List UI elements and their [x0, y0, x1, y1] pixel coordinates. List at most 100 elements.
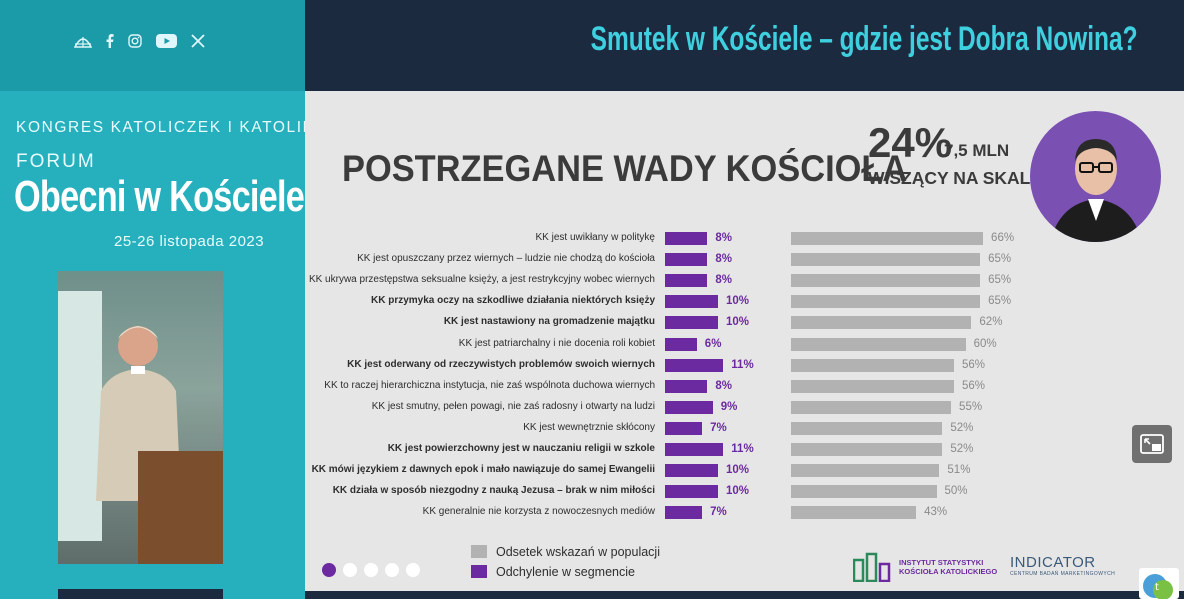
legend-swatch-segment: [471, 565, 487, 578]
chat-icon: t: [1143, 574, 1173, 599]
population-bar: [791, 232, 984, 245]
population-bar: [791, 421, 943, 435]
population-bar-label: 62%: [979, 316, 1003, 329]
population-bar: [791, 295, 981, 309]
slide-dot-2[interactable]: [343, 563, 357, 577]
segment-bar-label: 7%: [710, 421, 727, 434]
social-links: [74, 34, 205, 48]
chart-row-label: KK jest opuszczany przez wiernych – ludz…: [357, 253, 655, 265]
population-bar-label: 55%: [959, 400, 983, 413]
population-bar-label: 56%: [961, 379, 985, 392]
population-bar-label: 52%: [950, 421, 974, 434]
population-bar: [791, 485, 937, 499]
chart-row-label: KK mówi językiem z dawnych epok i mało n…: [311, 464, 655, 476]
population-bar-label: 66%: [991, 232, 1015, 244]
chart-row-label: KK to raczej hierarchiczna instytucja, n…: [324, 379, 655, 391]
population-bar: [791, 358, 954, 372]
population-bar-label: 51%: [947, 464, 971, 477]
presenter-avatar: [1030, 111, 1161, 242]
slide-title: POSTRZEGANE WADY KOŚCIOŁA: [342, 148, 908, 189]
slide-dot-3[interactable]: [364, 563, 378, 577]
slide-pagination: [322, 563, 420, 577]
presentation-slide: POSTRZEGANE WADY KOŚCIOŁA 24% 7,5 MLN WI…: [305, 91, 1184, 591]
population-bar: [791, 337, 966, 351]
event-kongres-label: KONGRES KATOLICZEK I KATOLIKÓW: [16, 119, 345, 136]
segment-bar: [665, 337, 697, 351]
scale-label: WISZĄCY NA SKALE: [868, 168, 1043, 188]
chat-widget-button[interactable]: t: [1139, 568, 1179, 599]
youtube-icon[interactable]: [156, 34, 177, 48]
event-name: Obecni w Kościele: [14, 172, 305, 221]
population-bar-label: 65%: [988, 274, 1012, 287]
segment-bar: [665, 485, 718, 499]
segment-bar-label: 11%: [731, 443, 754, 455]
headline-mln: 7,5 MLN: [944, 141, 1010, 160]
segment-bar-label: 10%: [726, 485, 750, 498]
population-bar: [791, 379, 954, 393]
segment-bar: [665, 274, 708, 288]
segment-bar-label: 8%: [715, 253, 733, 266]
video-bottom-bar: [58, 589, 223, 599]
globe-icon[interactable]: [74, 34, 92, 48]
segment-bar: [665, 421, 703, 435]
population-bar: [791, 443, 943, 456]
chart-row-label: KK działa w sposób niezgodny z nauką Jez…: [332, 485, 655, 497]
slide-dot-1[interactable]: [322, 563, 336, 577]
population-bar-label: 60%: [973, 337, 997, 350]
segment-bar: [665, 232, 708, 245]
segment-bar: [665, 316, 718, 330]
instagram-icon[interactable]: [128, 34, 142, 48]
segment-bar-label: 7%: [710, 506, 727, 519]
chart-row-label: KK jest patriarchalny i nie docenia roli…: [458, 337, 655, 349]
chart-row-label: KK ukrywa przestępstwa seksualne księży,…: [308, 274, 655, 286]
event-forum-label: FORUM: [16, 151, 96, 172]
segment-bar-label: 10%: [726, 295, 750, 308]
segment-bar: [665, 443, 724, 456]
picture-in-picture-button[interactable]: [1132, 425, 1172, 463]
institute-logo-text: INSTYTUT STATYSTYKI KOŚCIOŁA KATOLICKIEG…: [899, 558, 998, 576]
population-bar: [791, 464, 940, 478]
population-bar: [791, 253, 981, 267]
population-bar-label: 43%: [924, 506, 948, 519]
population-bar: [791, 316, 972, 330]
chart-row-label: KK przymyka oczy na szkodliwe działania …: [371, 295, 655, 307]
segment-bar-label: 8%: [715, 379, 733, 392]
facebook-icon[interactable]: [106, 34, 114, 48]
session-title: Smutek w Kościele – gdzie jest Dobra Now…: [591, 20, 1138, 58]
population-bar: [791, 400, 952, 414]
segment-bar-label: 6%: [704, 337, 722, 350]
population-bar: [791, 274, 981, 288]
chart-row-label: KK jest wewnętrznie skłócony: [523, 421, 655, 433]
speaker-video[interactable]: [58, 271, 223, 564]
segment-bar: [665, 400, 713, 414]
segment-bar-label: 10%: [726, 316, 750, 329]
slide-dot-5[interactable]: [406, 563, 420, 577]
chart-row-label: KK jest powierzchowny jest w nauczaniu r…: [387, 443, 655, 454]
x-icon[interactable]: [191, 34, 205, 48]
indicator-logo: INDICATOR CENTRUM BADAŃ MARKETINGOWYCH: [1010, 554, 1115, 577]
segment-bar: [665, 295, 718, 309]
population-bar-label: 65%: [988, 253, 1012, 266]
indicator-logo-subtitle: CENTRUM BADAŃ MARKETINGOWYCH: [1010, 571, 1116, 577]
left-header-panel: [0, 0, 305, 91]
population-bar-label: 50%: [944, 485, 968, 498]
indicator-logo-text: INDICATOR: [1010, 554, 1096, 571]
legend-swatch-population: [471, 545, 487, 558]
segment-bar: [665, 358, 724, 372]
slide-dot-4[interactable]: [385, 563, 399, 577]
headline-percent: 24%: [868, 119, 953, 166]
population-bar-label: 52%: [950, 443, 974, 455]
chart-row-label: KK jest uwikłany w politykę: [535, 232, 656, 243]
slide-bottom-strip: [305, 591, 1184, 599]
event-dates: 25-26 listopada 2023: [114, 233, 265, 250]
segment-bar-label: 8%: [715, 274, 733, 287]
legend-population-label: Odsetek wskazań w populacji: [496, 545, 660, 559]
legend-segment-label: Odchylenie w segmencie: [496, 565, 635, 579]
segment-bar-label: 9%: [720, 400, 738, 413]
segment-bar: [665, 506, 703, 520]
chart-row-label: KK generalnie nie korzysta z nowoczesnyc…: [422, 506, 655, 518]
population-bar: [791, 506, 917, 520]
segment-bar-label: 11%: [731, 358, 754, 371]
segment-bar: [665, 464, 718, 478]
